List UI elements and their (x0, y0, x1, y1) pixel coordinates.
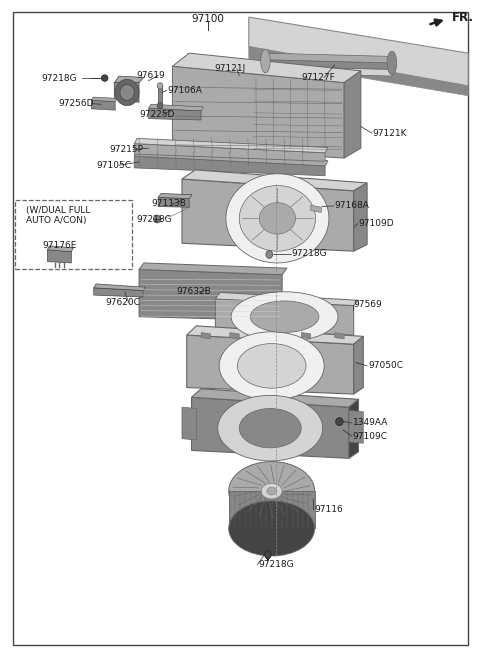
Polygon shape (201, 332, 211, 339)
Text: 97620C: 97620C (106, 298, 141, 307)
Ellipse shape (267, 487, 276, 495)
Text: 97116: 97116 (314, 505, 343, 514)
Text: 1349AA: 1349AA (353, 419, 388, 428)
Ellipse shape (120, 85, 134, 101)
Text: 97113B: 97113B (151, 200, 186, 208)
Text: 97109C: 97109C (353, 432, 388, 441)
Polygon shape (91, 97, 117, 102)
Text: 97109D: 97109D (359, 219, 394, 228)
Polygon shape (91, 101, 115, 110)
Polygon shape (268, 332, 277, 339)
Text: 97632B: 97632B (176, 287, 211, 296)
Polygon shape (139, 269, 282, 321)
Text: 97168A: 97168A (335, 202, 370, 210)
Polygon shape (134, 156, 325, 175)
Polygon shape (182, 179, 354, 251)
Ellipse shape (250, 301, 319, 332)
Polygon shape (349, 411, 363, 443)
Text: 97127F: 97127F (301, 73, 335, 82)
Polygon shape (311, 205, 321, 212)
Polygon shape (114, 83, 139, 102)
Polygon shape (192, 397, 349, 459)
Polygon shape (134, 144, 325, 162)
Text: 97569: 97569 (354, 300, 383, 309)
Polygon shape (187, 335, 354, 394)
Polygon shape (134, 151, 328, 166)
Polygon shape (265, 60, 392, 70)
Polygon shape (229, 491, 314, 528)
Polygon shape (114, 76, 144, 83)
Ellipse shape (231, 292, 338, 342)
Polygon shape (182, 170, 367, 191)
Ellipse shape (266, 250, 273, 258)
Ellipse shape (261, 49, 270, 73)
Ellipse shape (218, 396, 323, 461)
Text: 97050C: 97050C (368, 361, 403, 371)
Polygon shape (249, 17, 468, 86)
Text: 97215P: 97215P (109, 145, 144, 154)
Polygon shape (349, 399, 359, 459)
Polygon shape (354, 183, 367, 251)
Text: 97105C: 97105C (96, 161, 131, 170)
Polygon shape (172, 53, 361, 83)
Polygon shape (301, 332, 311, 339)
Ellipse shape (101, 75, 108, 81)
Ellipse shape (226, 173, 329, 263)
Polygon shape (265, 66, 392, 76)
Ellipse shape (239, 185, 315, 251)
Text: 97100: 97100 (192, 14, 225, 24)
Polygon shape (48, 250, 72, 263)
Polygon shape (149, 104, 204, 111)
Text: (W/DUAL FULL
AUTO A/CON): (W/DUAL FULL AUTO A/CON) (25, 206, 90, 225)
Text: 97218G: 97218G (41, 74, 77, 83)
Text: 97121J: 97121J (215, 64, 246, 74)
Ellipse shape (157, 102, 163, 109)
Polygon shape (192, 389, 359, 407)
Ellipse shape (237, 344, 306, 388)
Text: 97256D: 97256D (58, 99, 94, 108)
Text: 97619: 97619 (137, 71, 166, 80)
Ellipse shape (261, 484, 282, 499)
Polygon shape (158, 193, 192, 198)
Ellipse shape (157, 83, 163, 89)
Polygon shape (344, 71, 361, 158)
Ellipse shape (264, 551, 271, 558)
Text: 97218G: 97218G (258, 560, 294, 569)
Ellipse shape (336, 418, 343, 426)
Ellipse shape (115, 79, 139, 106)
Ellipse shape (259, 202, 296, 234)
Polygon shape (48, 246, 73, 252)
Polygon shape (94, 284, 145, 290)
Polygon shape (158, 197, 189, 207)
Polygon shape (265, 53, 392, 63)
Polygon shape (149, 108, 201, 120)
Ellipse shape (229, 501, 314, 556)
Polygon shape (158, 86, 162, 106)
Polygon shape (249, 47, 468, 96)
Ellipse shape (219, 332, 324, 400)
Polygon shape (134, 139, 328, 153)
Polygon shape (216, 299, 354, 335)
Text: 97176E: 97176E (43, 241, 77, 250)
Polygon shape (94, 288, 143, 297)
Ellipse shape (229, 462, 314, 520)
Text: 97218G: 97218G (137, 215, 172, 223)
Text: 97225D: 97225D (139, 110, 174, 120)
Polygon shape (139, 263, 287, 275)
Ellipse shape (387, 51, 396, 75)
Polygon shape (230, 332, 239, 339)
Polygon shape (354, 336, 363, 394)
Text: FR.: FR. (452, 11, 474, 24)
Text: 97106A: 97106A (168, 86, 203, 95)
Polygon shape (216, 292, 359, 306)
Polygon shape (187, 326, 363, 344)
Polygon shape (172, 66, 344, 158)
Text: 97218G: 97218G (292, 249, 327, 258)
Ellipse shape (239, 409, 301, 448)
Ellipse shape (153, 215, 161, 223)
Text: 97121K: 97121K (373, 129, 408, 137)
Polygon shape (182, 407, 196, 440)
Polygon shape (335, 332, 344, 339)
